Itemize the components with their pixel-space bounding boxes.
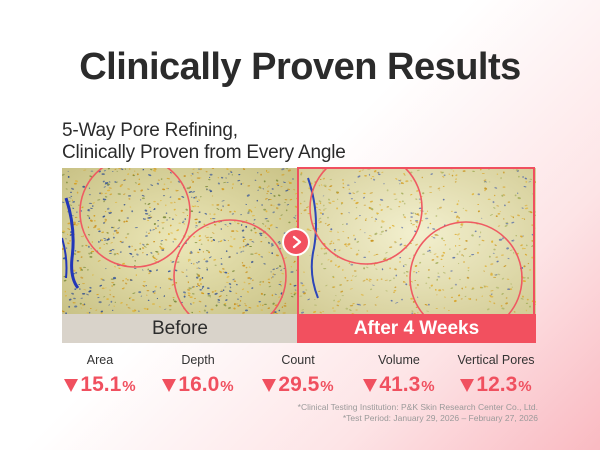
metric-depth: Depth 16.0% xyxy=(148,352,248,396)
subtitle-line-2: Clinically Proven from Every Angle xyxy=(62,142,346,163)
subtitle-line-1: 5-Way Pore Refining, xyxy=(62,120,238,141)
metric-value: 29.5% xyxy=(248,374,348,396)
metric-value: 41.3% xyxy=(349,374,449,396)
metric-value: 12.3% xyxy=(446,374,546,396)
metric-value: 15.1% xyxy=(50,374,150,396)
metric-number: 12.3 xyxy=(476,373,518,396)
subtitle: 5-Way Pore Refining, Clinically Proven f… xyxy=(62,120,542,164)
metric-count: Count 29.5% xyxy=(248,352,348,396)
metric-unit: % xyxy=(518,378,532,395)
metric-number: 41.3 xyxy=(379,373,421,396)
metric-unit: % xyxy=(220,378,234,395)
down-triangle-icon xyxy=(262,379,277,392)
metric-volume: Volume 41.3% xyxy=(349,352,449,396)
footnote-period: *Test Period: January 29, 2026 – Februar… xyxy=(342,413,538,423)
down-triangle-icon xyxy=(64,379,79,392)
highlight-circle-top xyxy=(79,168,191,268)
highlight-circle-bottom xyxy=(173,219,287,314)
chevron-right-icon xyxy=(282,228,310,256)
before-skin-photo xyxy=(62,168,298,314)
page-title: Clinically Proven Results xyxy=(79,46,521,88)
down-triangle-icon xyxy=(162,379,177,392)
metric-label: Area xyxy=(86,353,114,367)
metric-unit: % xyxy=(421,378,435,395)
before-label: Before xyxy=(62,314,298,343)
after-label: After 4 Weeks xyxy=(297,314,536,343)
down-triangle-icon xyxy=(460,379,475,392)
metric-label: Vertical Pores xyxy=(457,353,535,367)
metric-unit: % xyxy=(320,378,334,395)
metrics-row: Area 15.1% Depth 16.0% Count 29.5% Volum… xyxy=(50,352,550,402)
metric-vertical-pores: Vertical Pores 12.3% xyxy=(446,352,546,396)
blue-contour-mark xyxy=(64,197,80,289)
metric-number: 16.0 xyxy=(178,373,220,396)
metric-value: 16.0% xyxy=(148,374,248,396)
highlight-circle-top xyxy=(309,168,423,265)
after-skin-photo xyxy=(298,168,536,314)
metric-number: 29.5 xyxy=(278,373,320,396)
down-triangle-icon xyxy=(363,379,378,392)
footnote-institution: *Clinical Testing Institution: P&K Skin … xyxy=(297,402,538,412)
footnotes: *Clinical Testing Institution: P&K Skin … xyxy=(298,402,538,424)
metric-label: Count xyxy=(281,353,315,367)
metric-label: Volume xyxy=(378,353,420,367)
metric-number: 15.1 xyxy=(80,373,122,396)
metric-label: Depth xyxy=(181,353,215,367)
metric-area: Area 15.1% xyxy=(50,352,150,396)
metric-unit: % xyxy=(122,378,136,395)
highlight-circle-bottom xyxy=(409,221,523,314)
